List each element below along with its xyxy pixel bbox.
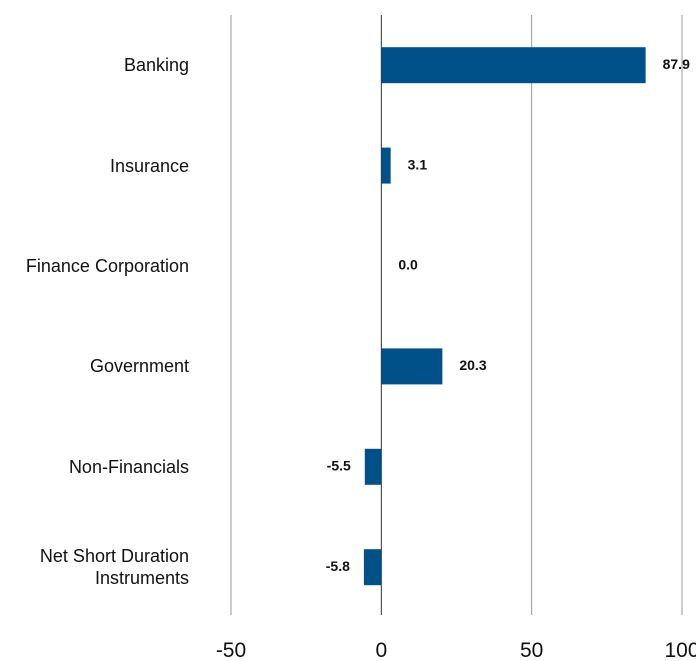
category-label: Insurance (109, 155, 189, 176)
category-label: Finance Corporation (25, 256, 189, 276)
bar (363, 549, 382, 586)
value-label: 20.3 (459, 357, 486, 373)
bar (364, 448, 382, 485)
value-label: 0.0 (398, 257, 418, 273)
bar (381, 147, 391, 184)
value-label: -5.8 (326, 558, 350, 574)
x-tick-label: 50 (520, 639, 543, 661)
bar (381, 348, 443, 385)
x-tick-label: 0 (375, 639, 387, 661)
x-tick-label: -50 (216, 639, 246, 661)
category-label: Banking (123, 55, 189, 76)
value-label: 87.9 (663, 56, 690, 72)
category-label: Government (89, 356, 189, 377)
x-tick-label: 100 (664, 639, 696, 661)
value-label: 3.1 (408, 156, 428, 172)
bar (381, 47, 646, 84)
category-label: Non-Financials (68, 456, 189, 477)
value-label: -5.5 (327, 458, 351, 474)
category-label: Net Short Duration Instruments (39, 546, 189, 589)
